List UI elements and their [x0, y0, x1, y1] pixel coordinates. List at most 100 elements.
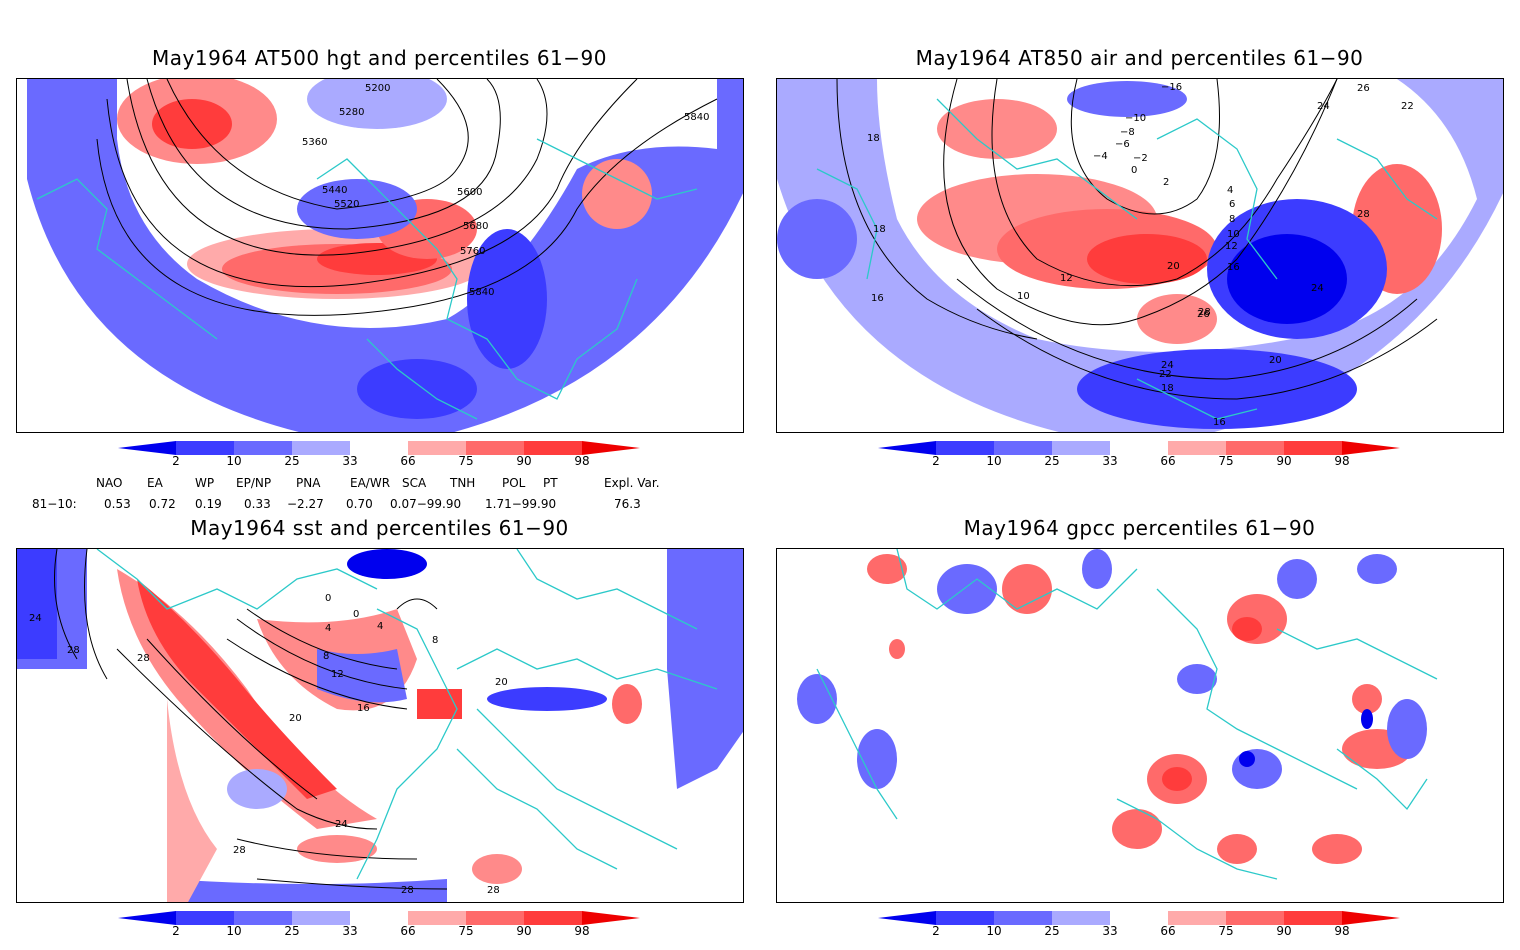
contour-label: 20: [1167, 261, 1180, 272]
contour-label: 5520: [334, 199, 360, 210]
index-header: EA: [147, 476, 163, 490]
contour-label: 4: [325, 623, 332, 634]
contour-label: 2: [1163, 177, 1170, 188]
contour-label: 8: [1229, 214, 1236, 225]
contour-label: 28: [401, 885, 414, 896]
colorbar-label: 10: [226, 924, 242, 938]
index-header: NAO: [96, 476, 123, 490]
index-header: PNA: [296, 476, 321, 490]
contour-label: −10: [1125, 113, 1147, 124]
contour-label: 16: [871, 293, 884, 304]
colorbar-label: 10: [226, 454, 242, 468]
colorbar-label: 10: [986, 924, 1002, 938]
colorbar: 2 10 25 33 66 75 90 98: [118, 440, 648, 480]
contour-label: −2: [1133, 153, 1148, 164]
contour-label: 6: [1229, 199, 1236, 210]
contour-label: 12: [331, 669, 344, 680]
index-header: WP: [195, 476, 215, 490]
colorbar-label: 2: [172, 454, 180, 468]
contour-label: 10: [1227, 229, 1240, 240]
index-row-label: 81−10:: [32, 497, 77, 511]
colorbar-label: 90: [1276, 924, 1292, 938]
contour-label: 10: [1017, 291, 1030, 302]
colorbar-label: 10: [986, 454, 1002, 468]
colorbar: 2 10 25 33 66 75 90 98: [878, 910, 1408, 950]
colorbar-label: 98: [1334, 924, 1350, 938]
index-header: EP/NP: [236, 476, 272, 490]
contour-label: 8: [323, 651, 330, 662]
index-header: SCA: [402, 476, 427, 490]
contour-label: 20: [1269, 355, 1282, 366]
contour-label: 8: [432, 635, 439, 646]
colorbar-label: 90: [516, 924, 532, 938]
colorbar: 2 10 25 33 66 75 90 98: [878, 440, 1408, 480]
contour-label: 24: [1161, 360, 1174, 371]
colorbar-label: 33: [342, 454, 358, 468]
contour-label: 24: [1317, 101, 1330, 112]
colorbar-label: 25: [1044, 924, 1060, 938]
contour-label: 16: [1227, 262, 1240, 273]
colorbar-label: 33: [1102, 924, 1118, 938]
map-panel-sst: 24 28 28 0 0 4 4 8 8 12 16 20 20 24 28 2…: [16, 548, 744, 903]
contour-label: 18: [867, 133, 880, 144]
contour-label: 5840: [469, 287, 495, 298]
panel-title-air850: May1964 AT850 air and percentiles 61−90: [915, 46, 1364, 70]
contour-label: 0: [353, 609, 360, 620]
contour-label: 24: [29, 613, 42, 624]
colorbar-label: 75: [1218, 454, 1234, 468]
contour-label: 26: [1357, 83, 1370, 94]
colorbar-label: 90: [516, 454, 532, 468]
contour-label: 5600: [457, 187, 483, 198]
map-panel-air850: −16 −10 −8 −6 −4 −2 0 2 4 6 8 10 12 12 1…: [776, 78, 1504, 433]
colorbar-label: 66: [400, 454, 416, 468]
contour-label: −8: [1120, 127, 1135, 138]
contour-label: 16: [1213, 417, 1226, 428]
contour-label: 5280: [339, 107, 365, 118]
contour-label: 5840: [684, 112, 710, 123]
contour-label: 5360: [302, 137, 328, 148]
colorbar-label: 25: [284, 454, 300, 468]
contour-label: 5200: [365, 83, 391, 94]
colorbar: 2 10 25 33 66 75 90 98: [118, 910, 648, 950]
index-value: 0.72: [149, 497, 176, 511]
colorbar-label: 33: [1102, 454, 1118, 468]
colorbar-label: 66: [1160, 924, 1176, 938]
contour-label: 24: [335, 819, 348, 830]
contour-label: 4: [377, 621, 384, 632]
contour-label: 5680: [463, 221, 489, 232]
panel-title-hgt500: May1964 AT500 hgt and percentiles 61−90: [152, 46, 607, 70]
index-value: 76.3: [614, 497, 641, 511]
contour-label: 28: [487, 885, 500, 896]
colorbar-label: 98: [1334, 454, 1350, 468]
index-value: 0.70: [346, 497, 373, 511]
colorbar-label: 33: [342, 924, 358, 938]
contour-label: 12: [1225, 241, 1238, 252]
contour-label: −4: [1093, 151, 1108, 162]
contour-label: 18: [873, 224, 886, 235]
contour-label: 20: [289, 713, 302, 724]
colorbar-label: 90: [1276, 454, 1292, 468]
contour-label: 18: [1161, 383, 1174, 394]
map-panel-hgt500: 5200 5280 5360 5440 5520 5600 5680 5760 …: [16, 78, 744, 433]
contour-label: 26: [1197, 309, 1210, 320]
contour-label: 5440: [322, 185, 348, 196]
panel-title-gpcc: May1964 gpcc percentiles 61−90: [963, 516, 1316, 540]
index-header: Expl. Var.: [604, 476, 660, 490]
index-value: 0.53: [104, 497, 131, 511]
contour-label: −16: [1161, 82, 1183, 93]
contour-label: 22: [1159, 369, 1172, 380]
colorbar-label: 2: [932, 454, 940, 468]
map-panel-gpcc: [776, 548, 1504, 903]
index-value: 1.71−99.90: [485, 497, 557, 511]
index-value: −2.27: [287, 497, 324, 511]
contour-label: 0: [1131, 165, 1138, 176]
contour-label: 0: [325, 593, 332, 604]
contour-label: 4: [1227, 185, 1234, 196]
contour-label: 28: [67, 645, 80, 656]
index-value: 0.33: [244, 497, 271, 511]
contour-label: 22: [1401, 101, 1414, 112]
index-header: TNH: [450, 476, 476, 490]
contour-label: −6: [1115, 139, 1130, 150]
index-value: 0.07−99.90: [390, 497, 462, 511]
contour-label: 16: [357, 703, 370, 714]
